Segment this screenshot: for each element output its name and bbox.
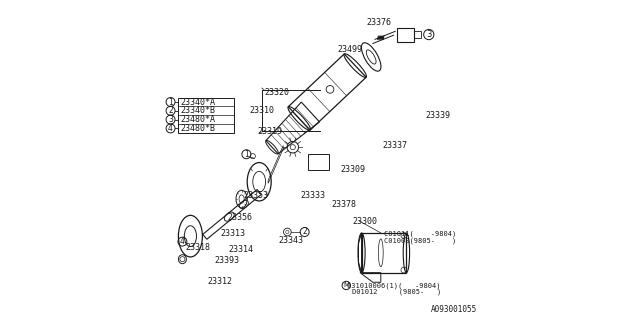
- Text: 23314: 23314: [229, 245, 254, 254]
- Text: 23378: 23378: [332, 200, 356, 209]
- Text: 23339: 23339: [426, 111, 451, 120]
- Bar: [308, 154, 329, 170]
- Text: D01012     (9805-   ): D01012 (9805- ): [352, 289, 441, 295]
- Bar: [178, 98, 234, 133]
- Text: 031010006(1)(   -9804): 031010006(1)( -9804): [347, 282, 441, 289]
- Text: 1: 1: [244, 150, 249, 159]
- Text: 23393: 23393: [214, 256, 239, 265]
- Text: M: M: [343, 283, 349, 288]
- Text: 23320: 23320: [264, 88, 289, 97]
- Text: 23312: 23312: [207, 277, 232, 286]
- Text: C01008(9805-    ): C01008(9805- ): [384, 237, 456, 244]
- Text: 1: 1: [168, 98, 173, 107]
- Text: 3: 3: [168, 115, 173, 124]
- Text: 2: 2: [168, 106, 173, 115]
- Text: A093001055: A093001055: [431, 305, 477, 314]
- Text: 23300: 23300: [352, 217, 377, 226]
- Text: 23309: 23309: [340, 165, 366, 174]
- Text: 3: 3: [426, 30, 431, 39]
- Bar: [415, 31, 421, 38]
- Text: 23337: 23337: [383, 141, 408, 150]
- Bar: [362, 233, 406, 273]
- Text: 2: 2: [302, 228, 307, 236]
- Text: 23319: 23319: [258, 127, 283, 136]
- Text: 23499: 23499: [338, 45, 363, 54]
- Text: 4: 4: [168, 124, 173, 133]
- Text: 23313: 23313: [221, 229, 246, 238]
- Bar: [397, 28, 415, 42]
- Text: 23480*B: 23480*B: [180, 124, 215, 133]
- Text: 23310: 23310: [250, 106, 275, 115]
- Text: 23318: 23318: [185, 244, 210, 252]
- Text: 23356: 23356: [227, 213, 252, 222]
- Text: 23353: 23353: [243, 191, 268, 200]
- Text: 23340*A: 23340*A: [180, 98, 215, 107]
- Text: 23333: 23333: [301, 191, 326, 200]
- Text: 4: 4: [180, 237, 185, 246]
- Text: 23343: 23343: [278, 236, 303, 245]
- Text: C01011(    -9804): C01011( -9804): [384, 231, 456, 237]
- Text: 23376: 23376: [366, 18, 392, 27]
- Text: 23480*A: 23480*A: [180, 115, 215, 124]
- Text: 23340*B: 23340*B: [180, 106, 215, 115]
